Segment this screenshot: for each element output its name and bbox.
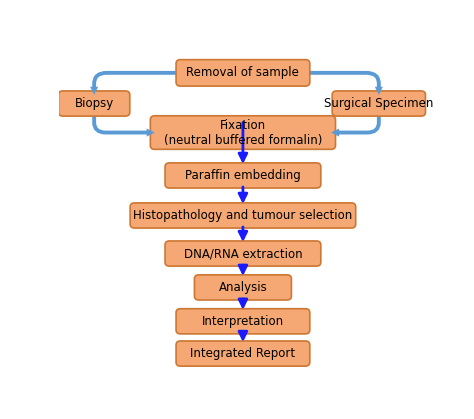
Text: Paraffin embedding: Paraffin embedding <box>185 169 301 182</box>
Text: Fixation
(neutral buffered formalin): Fixation (neutral buffered formalin) <box>164 119 322 147</box>
FancyBboxPatch shape <box>58 91 130 116</box>
Text: Analysis: Analysis <box>219 281 267 294</box>
Text: Histopathology and tumour selection: Histopathology and tumour selection <box>133 209 353 222</box>
Text: DNA/RNA extraction: DNA/RNA extraction <box>183 247 302 260</box>
Text: Biopsy: Biopsy <box>74 97 114 110</box>
Text: Integrated Report: Integrated Report <box>191 347 295 360</box>
Text: Interpretation: Interpretation <box>202 315 284 328</box>
Text: Surgical Specimen: Surgical Specimen <box>324 97 434 110</box>
FancyBboxPatch shape <box>332 91 426 116</box>
FancyBboxPatch shape <box>194 275 292 300</box>
FancyBboxPatch shape <box>176 341 310 366</box>
FancyBboxPatch shape <box>130 203 356 228</box>
FancyBboxPatch shape <box>176 309 310 334</box>
FancyBboxPatch shape <box>150 116 336 149</box>
FancyBboxPatch shape <box>165 241 321 266</box>
Text: Removal of sample: Removal of sample <box>186 66 300 79</box>
FancyBboxPatch shape <box>176 59 310 86</box>
FancyBboxPatch shape <box>165 163 321 188</box>
